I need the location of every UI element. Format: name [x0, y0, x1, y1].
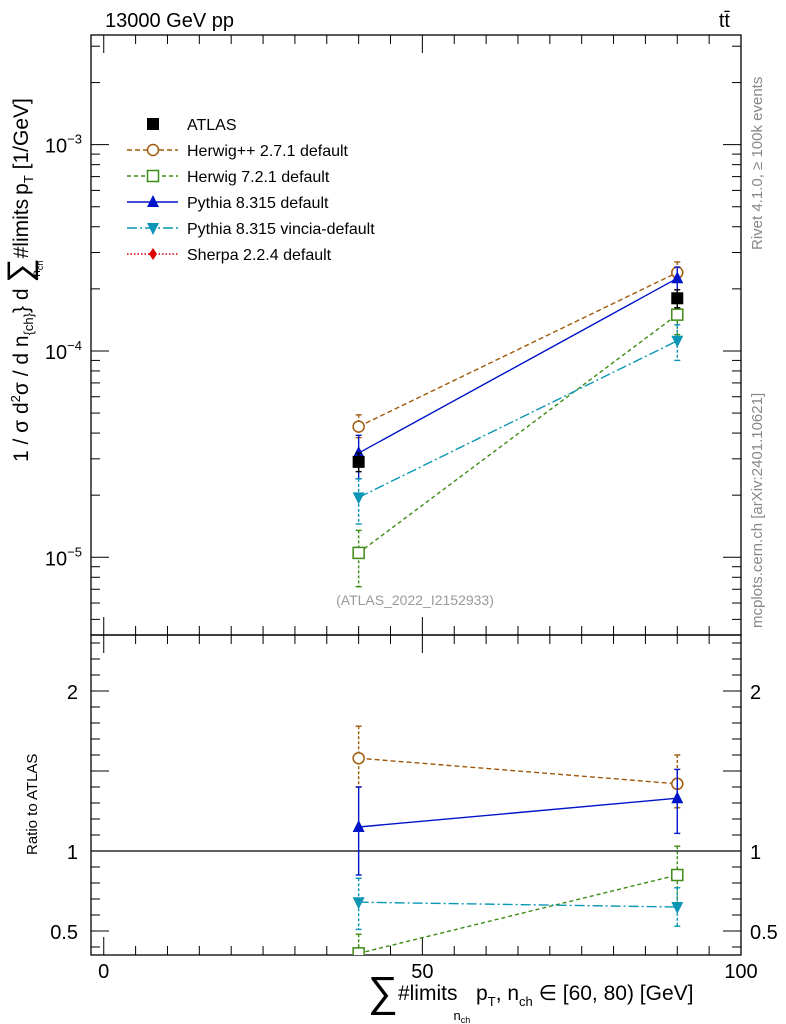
data-point-marker: [352, 492, 365, 505]
x-axis-label: ∑#limits nch pT, nch ∈ [60, 80) [GeV]: [368, 968, 693, 1024]
ratio-y-tick-label: 0.5: [50, 922, 78, 944]
analysis-watermark: (ATLAS_2022_I2152933): [336, 592, 494, 608]
series-herwig-2-7-1-default: [352, 261, 684, 439]
legend: ATLAS Herwig++ 2.7.1 default Herwig 7.2.1 …: [127, 117, 375, 264]
data-point-marker: [147, 118, 159, 130]
legend-item: Herwig++ 2.7.1 default: [127, 143, 349, 160]
data-point-marker: [147, 195, 159, 207]
series-line: [358, 340, 678, 499]
ratio-plot-frame: [90, 634, 742, 956]
ratio-y-axis-label: Ratio to ATLAS: [24, 754, 41, 855]
legend-label: Herwig 7.2.1 default: [187, 169, 330, 186]
legend-label: Pythia 8.315 vincia-default: [187, 221, 375, 238]
legend-item: Pythia 8.315 vincia-default: [127, 221, 375, 238]
data-point-marker: [671, 902, 684, 914]
energy-label: 13000 GeV pp: [105, 10, 234, 32]
series-line: [358, 314, 678, 554]
rivet-label: Rivet 4.1.0, ≥ 100k events: [749, 77, 766, 250]
series-pythia-8-315-default: [352, 266, 684, 480]
data-point-marker: [352, 546, 365, 560]
data-point-marker: [352, 947, 365, 955]
data-point-marker: [671, 271, 684, 284]
legend-item: Sherpa 2.2.4 default: [127, 247, 332, 264]
data-point-marker: [671, 335, 684, 348]
legend-item: Pythia 8.315 default: [127, 195, 329, 212]
series-line: [358, 874, 678, 955]
mcplots-label: mcplots.cern.ch [arXiv:2401.10621]: [749, 393, 766, 628]
main-y-tick-label: 10−5: [45, 544, 82, 570]
series-line: [358, 901, 678, 908]
data-point-marker: [671, 791, 684, 804]
series-pythia-8-315-vincia-default: [352, 324, 684, 525]
data-point-marker: [671, 308, 684, 321]
data-point-marker: [352, 455, 365, 468]
main-y-tick-label: 10−3: [45, 132, 82, 158]
main-y-axis: 10−5 10−4 10−3: [45, 45, 741, 620]
main-series-group: [352, 261, 684, 588]
series-atlas: [352, 289, 684, 473]
main-y-axis-label: 1 / σ d2σ / d n{ch}} d ∑#limitsnch pT [1…: [1, 98, 45, 462]
x-tick-label: 0: [98, 961, 109, 983]
data-point-marker: [352, 751, 365, 765]
legend-label: Pythia 8.315 default: [187, 195, 329, 212]
series-herwig-7-2-1-default: [352, 295, 684, 588]
legend-label: Sherpa 2.2.4 default: [187, 247, 332, 264]
data-point-marker: [671, 292, 684, 305]
process-label: tt̄: [719, 10, 731, 32]
series-line: [358, 757, 678, 785]
series-herwig-7-2-1-default: [352, 845, 684, 955]
data-point-marker: [352, 897, 365, 910]
data-point-marker: [146, 169, 160, 183]
data-point-marker: [147, 223, 159, 235]
ratio-y-tick-label: 1: [67, 842, 78, 864]
main-y-tick-label: 10−4: [45, 338, 82, 364]
series-herwig-2-7-1-default: [352, 725, 684, 809]
data-point-marker: [352, 420, 365, 433]
data-point-marker: [352, 446, 365, 459]
data-point-marker: [352, 820, 365, 832]
legend-label: ATLAS: [187, 117, 237, 134]
ratio-series-group: [352, 725, 684, 955]
ratio-y-tick-label-right: 0.5: [750, 922, 778, 944]
data-point-marker: [146, 143, 160, 157]
ratio-y-tick-label: 2: [67, 682, 78, 704]
x-tick-label: 50: [411, 961, 433, 983]
series-line: [358, 271, 678, 428]
series-line: [358, 277, 678, 454]
ratio-y-tick-label-right: 1: [750, 842, 761, 864]
series-line: [358, 797, 678, 828]
x-axis: 0 50 100: [98, 35, 758, 983]
series-pythia-8-315-vincia-default: [352, 877, 684, 931]
data-point-marker: [149, 248, 157, 260]
series-pythia-8-315-default: [352, 768, 684, 876]
ratio-y-axis: 0.5 0.5 1 1 2 2: [50, 642, 778, 948]
legend-item: ATLAS: [147, 117, 237, 134]
x-tick-label: 100: [724, 961, 757, 983]
legend-label: Herwig++ 2.7.1 default: [187, 143, 349, 160]
data-point-marker: [671, 868, 684, 882]
legend-item: Herwig 7.2.1 default: [127, 169, 330, 186]
ratio-y-tick-label-right: 2: [750, 682, 761, 704]
